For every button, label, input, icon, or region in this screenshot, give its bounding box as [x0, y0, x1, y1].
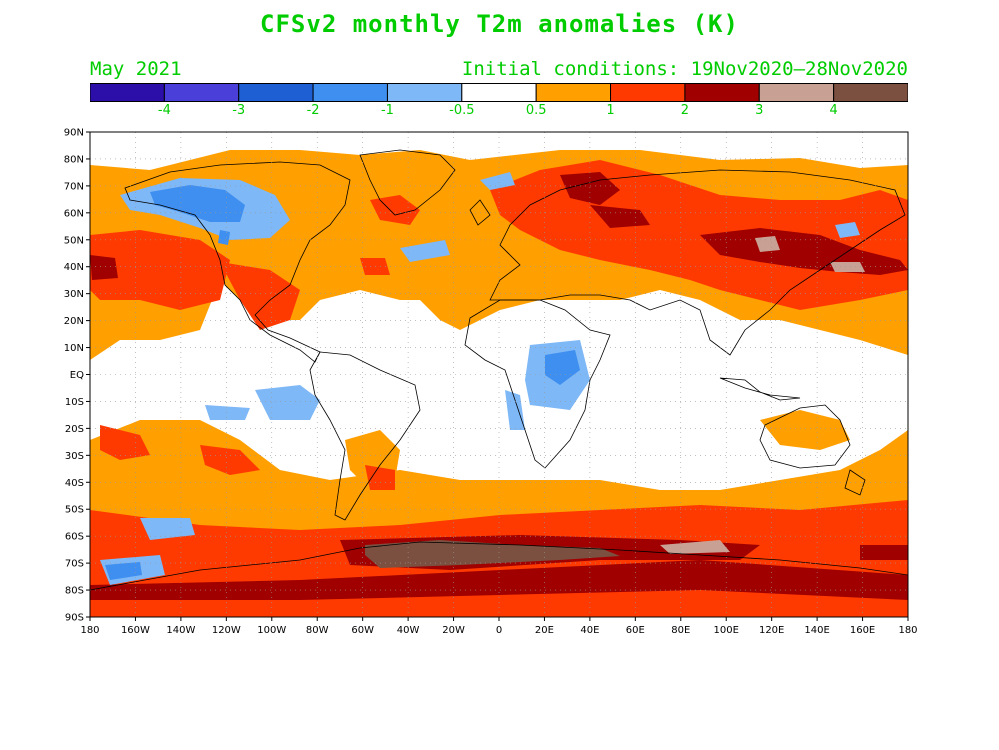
color-scale-label: 4 — [829, 103, 838, 118]
longitude-tick-label: 80W — [306, 625, 329, 636]
longitude-tick-label: 120E — [759, 625, 784, 636]
color-scale-label: 0.5 — [525, 103, 547, 118]
latitude-tick-label: 70N — [64, 181, 84, 192]
longitude-tick-label: 80E — [671, 625, 690, 636]
latitude-tick-label: 60S — [65, 532, 84, 543]
color-scale-label: 2 — [680, 103, 690, 118]
longitude-axis: 180 160W 140W 120W 100W 80W 60W 40W 20W 0 20E 40E 60… — [80, 617, 918, 636]
longitude-tick-label: 60E — [626, 625, 645, 636]
color-scale-label: -1 — [380, 103, 394, 118]
color-scale-bar — [90, 83, 908, 102]
latitude-tick-label: 30N — [64, 289, 84, 300]
color-scale-label: 1 — [606, 103, 615, 118]
longitude-tick-label: 0 — [496, 625, 502, 636]
longitude-tick-label: 120W — [212, 625, 241, 636]
latitude-tick-label: EQ — [70, 370, 84, 381]
longitude-tick-label: 40E — [580, 625, 599, 636]
longitude-tick-label: 20W — [442, 625, 465, 636]
longitude-tick-label: 40W — [397, 625, 420, 636]
latitude-axis: 90N 80N 70N 60N 50N 40N 30N 20N 10N EQ 10S 20S 30S 40… — [64, 128, 90, 624]
latitude-tick-label: 10S — [65, 397, 84, 408]
latitude-tick-label: 50S — [65, 505, 84, 516]
latitude-tick-label: 50N — [64, 235, 84, 246]
color-scale-label: 3 — [755, 103, 764, 118]
latitude-tick-label: 30S — [65, 451, 84, 462]
longitude-tick-label: 140E — [804, 625, 829, 636]
color-scale-label: -2 — [306, 103, 320, 118]
color-scale-label: -4 — [157, 103, 171, 118]
longitude-tick-label: 60W — [351, 625, 374, 636]
map-title: CFSv2 monthly T2m anomalies (K) — [260, 10, 739, 38]
color-scale-labels: -4 -3 -2 -1 -0.5 0.5 1 2 3 4 — [0, 103, 999, 121]
latitude-tick-label: 20N — [64, 316, 84, 327]
latitude-tick-label: 80S — [65, 586, 84, 597]
color-scale-label: -0.5 — [449, 103, 475, 118]
longitude-tick-label: 100E — [714, 625, 739, 636]
forecast-period: May 2021 — [90, 58, 182, 80]
latitude-tick-label: 40N — [64, 262, 84, 273]
latitude-tick-label: 90S — [65, 613, 84, 624]
longitude-tick-label: 140W — [166, 625, 195, 636]
longitude-tick-label: 160E — [850, 625, 875, 636]
latitude-tick-label: 90N — [64, 128, 84, 139]
longitude-tick-label: 20E — [535, 625, 554, 636]
anomaly-field — [90, 132, 908, 617]
coastlines — [90, 149, 908, 591]
anomaly-cold-mid — [105, 185, 580, 580]
color-scale-label: -3 — [232, 103, 246, 118]
latitude-tick-label: 70S — [65, 559, 84, 570]
graticule — [90, 132, 908, 617]
longitude-tick-label: 180 — [898, 625, 917, 636]
initial-conditions: Initial conditions: 19Nov2020–28Nov2020 — [461, 58, 908, 80]
latitude-tick-label: 20S — [65, 424, 84, 435]
latitude-tick-label: 40S — [65, 478, 84, 489]
longitude-tick-label: 160W — [121, 625, 150, 636]
longitude-tick-label: 180 — [80, 625, 99, 636]
latitude-tick-label: 60N — [64, 208, 84, 219]
anomaly-warm-pink — [660, 236, 865, 554]
longitude-tick-label: 100W — [257, 625, 286, 636]
latitude-tick-label: 80N — [64, 154, 84, 165]
latitude-tick-label: 10N — [64, 343, 84, 354]
